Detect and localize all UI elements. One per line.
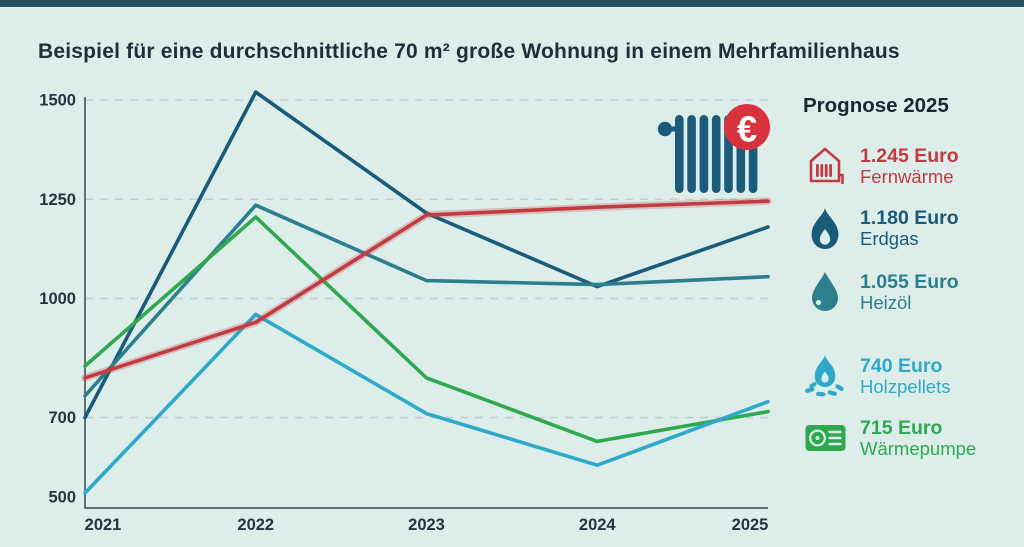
legend-value: 740 Euro bbox=[860, 354, 943, 377]
euro-symbol: € bbox=[737, 109, 757, 150]
legend-rows: 1.245 Euro Fernwärme 1.180 Euro Erdgas 1.055… bbox=[803, 144, 1023, 460]
wood-pellets-fire-icon bbox=[803, 353, 847, 399]
legend-value: 715 Euro bbox=[860, 417, 943, 439]
oil-drop-icon bbox=[812, 272, 838, 311]
legend-panel: Prognose 2025 1.245 Euro Fernwärme 1.180 E… bbox=[803, 94, 1023, 478]
y-tick-label-1000: 1000 bbox=[39, 290, 76, 308]
series-line-holzpellets bbox=[83, 312, 770, 495]
legend-value: 1.245 Euro bbox=[860, 144, 959, 167]
legend-item-fernw-rme: 1.245 Euro Fernwärme bbox=[803, 144, 1023, 188]
legend-item-text: 1.245 Euro Fernwärme bbox=[860, 145, 959, 188]
x-tick-label-2023: 2023 bbox=[408, 516, 445, 534]
gas-flame-icon bbox=[811, 208, 839, 249]
euro-badge-icon: € bbox=[724, 104, 770, 150]
series-line-halo bbox=[81, 197, 772, 382]
legend-item-text: 1.180 Euro Erdgas bbox=[860, 207, 959, 250]
series-line-erdgas bbox=[83, 90, 770, 420]
axis-lines bbox=[84, 97, 768, 509]
x-tick-label-2021: 2021 bbox=[85, 516, 122, 534]
legend-item-text: 1.055 Euro Heizöl bbox=[860, 271, 959, 314]
y-tick-label-1500: 1500 bbox=[39, 92, 76, 110]
oil-drop-icon bbox=[803, 269, 847, 315]
legend-item-text: 715 Euro Wärmepumpe bbox=[860, 417, 976, 460]
district-heating-icon bbox=[803, 144, 847, 188]
x-tick-label-2025: 2025 bbox=[732, 516, 769, 534]
radiator-valve-pipe bbox=[665, 126, 679, 132]
x-tick-label-2022: 2022 bbox=[237, 516, 274, 534]
series-line-fernwärme bbox=[83, 199, 770, 380]
y-tick-label-700: 700 bbox=[48, 409, 76, 427]
district-heating-icon bbox=[809, 147, 844, 184]
legend-value: 1.180 Euro bbox=[860, 207, 959, 230]
series-line-heizöl bbox=[83, 203, 770, 398]
series-line-wärmepumpe bbox=[83, 215, 770, 444]
chart-title: Beispiel für eine durchschnittliche 70 m… bbox=[38, 40, 900, 64]
y-tick-label-1250: 1250 bbox=[39, 191, 76, 209]
legend-label: Erdgas bbox=[860, 228, 919, 250]
legend-label: Wärmepumpe bbox=[860, 438, 977, 460]
legend-value: 1.055 Euro bbox=[860, 270, 959, 293]
top-accent-bar bbox=[0, 0, 1024, 7]
legend-item-w-rmepumpe: 715 Euro Wärmepumpe bbox=[803, 417, 1023, 460]
heat-pump-icon bbox=[803, 421, 847, 455]
legend-item-text: 740 Euro Holzpellets bbox=[860, 355, 951, 398]
gas-flame-icon bbox=[803, 206, 847, 251]
legend-heading: Prognose 2025 bbox=[803, 94, 949, 117]
heat-pump-icon bbox=[805, 425, 845, 452]
radiator-euro-illustration: € bbox=[650, 96, 774, 202]
legend-label: Holzpellets bbox=[860, 375, 951, 397]
line-chart: 500 700 1000 1250 1500 2021 2022 2023 2024 2025 bbox=[39, 90, 772, 534]
legend-label: Heizöl bbox=[860, 291, 912, 313]
legend-item-erdgas: 1.180 Euro Erdgas bbox=[803, 206, 1023, 251]
legend-item-heiz-l: 1.055 Euro Heizöl bbox=[803, 269, 1023, 315]
y-tick-label-500: 500 bbox=[48, 489, 76, 507]
legend-label: Fernwärme bbox=[860, 165, 954, 187]
radiator-icon: € bbox=[657, 104, 770, 193]
legend-item-holzpellets: 740 Euro Holzpellets bbox=[803, 353, 1023, 399]
wood-pellets-fire-icon bbox=[805, 355, 844, 397]
x-tick-label-2024: 2024 bbox=[579, 516, 617, 534]
